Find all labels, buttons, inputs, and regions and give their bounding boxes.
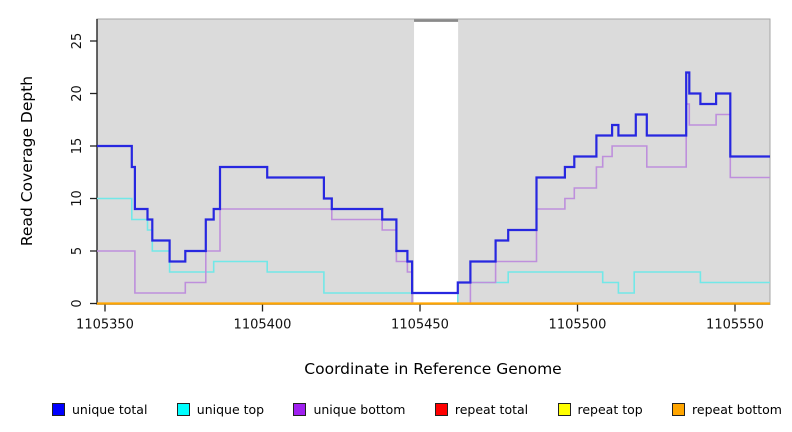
series-line-unique-total — [97, 71, 770, 295]
gap-band — [414, 19, 459, 304]
legend: unique total unique top unique bottom repea… — [52, 397, 782, 421]
legend-label-unique-total: unique total — [72, 401, 148, 417]
y-tick-label: 5 — [70, 247, 85, 255]
legend-label-repeat-total: repeat total — [454, 401, 529, 417]
y-axis-title: Read Coverage Depth — [18, 75, 36, 247]
legend-item-unique-top: unique top — [176, 401, 265, 417]
legend-swatch-unique-bottom — [293, 402, 307, 416]
legend-swatch-repeat-total — [434, 402, 448, 416]
x-tick-label: 1105400 — [234, 318, 292, 333]
legend-item-unique-bottom: unique bottom — [293, 401, 406, 417]
y-tick-label: 25 — [70, 33, 85, 50]
coverage-plot: 1105350 1105400 1105450 1105500 1105550 0 5 10 1… — [70, 18, 771, 333]
legend-label-repeat-bottom: repeat bottom — [692, 401, 782, 417]
y-tick-label: 15 — [70, 138, 85, 155]
x-tick-label: 1105450 — [391, 318, 449, 333]
legend-swatch-repeat-bottom — [672, 402, 686, 416]
y-tick-label: 0 — [70, 299, 85, 307]
legend-label-unique-bottom: unique bottom — [313, 401, 406, 417]
legend-item-repeat-bottom: repeat bottom — [672, 402, 782, 417]
legend-label-unique-top: unique top — [196, 401, 265, 417]
x-tick-label: 1105350 — [76, 318, 134, 333]
legend-label-repeat-top: repeat top — [577, 401, 643, 417]
legend-item-repeat-top: repeat top — [557, 401, 643, 417]
y-tick-label: 20 — [70, 85, 85, 102]
legend-swatch-repeat-top — [557, 402, 571, 416]
legend-swatch-unique-top — [176, 402, 190, 416]
legend-swatch-unique-total — [52, 402, 65, 416]
x-axis-title: Coordinate in Reference Genome — [304, 360, 562, 378]
legend-item-unique-total: unique total — [52, 402, 147, 417]
x-tick-label: 1105500 — [549, 318, 607, 333]
legend-item-repeat-total: repeat total — [434, 401, 529, 417]
y-tick-label: 10 — [70, 190, 85, 207]
x-tick-label: 1105550 — [706, 318, 764, 333]
